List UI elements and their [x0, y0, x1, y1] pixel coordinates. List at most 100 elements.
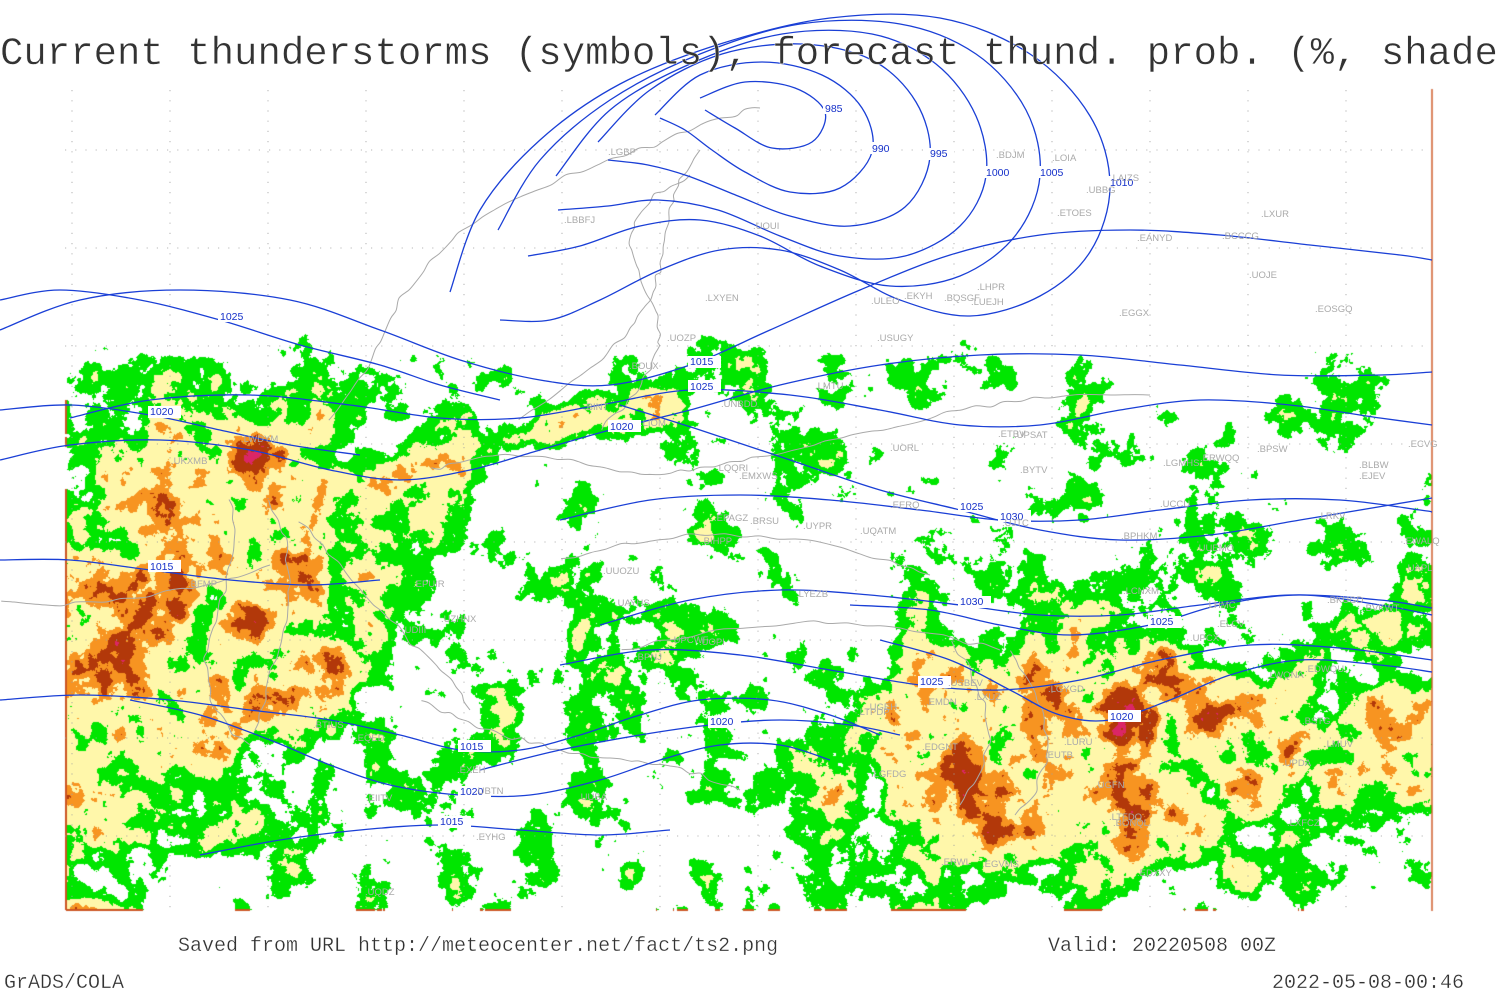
svg-text:1005: 1005 — [1040, 167, 1064, 179]
svg-text:.EPUIR: .EPUIR — [413, 579, 445, 590]
svg-text:.EPAGZ: .EPAGZ — [714, 513, 748, 524]
svg-text:.LBBFJ: .LBBFJ — [564, 215, 595, 226]
svg-text:985: 985 — [825, 103, 843, 115]
svg-text:.UORL: .UORL — [890, 443, 919, 454]
svg-text:1025: 1025 — [920, 676, 944, 688]
svg-text:.EYHG: .EYHG — [476, 832, 506, 843]
svg-text:.BSTG: .BSTG — [1302, 716, 1331, 727]
svg-text:1015: 1015 — [440, 816, 464, 828]
svg-text:.LOIA: .LOIA — [1052, 153, 1077, 164]
svg-text:.ELCV: .ELCV — [1217, 619, 1245, 630]
svg-text:.BKUGD: .BKUGD — [1327, 595, 1364, 606]
svg-text:.UQATM: .UQATM — [860, 526, 896, 537]
svg-text:1015: 1015 — [150, 561, 174, 573]
svg-text:.EXEH: .EXEH — [457, 765, 486, 776]
svg-text:.LUEJH: .LUEJH — [971, 297, 1004, 308]
svg-text:1025: 1025 — [960, 501, 984, 513]
svg-text:.UAPL: .UAPL — [1405, 563, 1432, 574]
svg-text:1015: 1015 — [690, 356, 714, 368]
svg-text:.UBBG: .UBBG — [1086, 185, 1116, 196]
svg-text:.UUEMO: .UUEMO — [1196, 543, 1234, 554]
svg-text:.BVKWT: .BVKWT — [1363, 603, 1400, 614]
svg-text:.EDXXY: .EDXXY — [1137, 868, 1173, 879]
svg-text:.UAYHS: .UAYHS — [615, 598, 650, 609]
svg-text:.UKXMB: .UKXMB — [171, 456, 207, 467]
svg-text:.ETOES: .ETOES — [1057, 208, 1092, 219]
svg-text:.UOJE: .UOJE — [1249, 270, 1277, 281]
svg-text:.LHMC: .LHMC — [1206, 600, 1236, 611]
svg-text:.UOZP: .UOZP — [667, 333, 696, 344]
svg-text:1020: 1020 — [1110, 711, 1134, 723]
svg-text:.BOUX: .BOUX — [629, 361, 659, 372]
svg-text:.LAIZS: .LAIZS — [1110, 173, 1139, 184]
svg-text:.UNBDD: .UNBDD — [721, 399, 758, 410]
svg-text:.BDJM: .BDJM — [996, 150, 1025, 161]
svg-text:.BPHKM: .BPHKM — [1121, 531, 1158, 542]
svg-text:.EGGX: .EGGX — [1119, 308, 1150, 319]
svg-text:.LXUZ: .LXUZ — [974, 692, 1001, 703]
svg-text:.UCCU: .UCCU — [1160, 499, 1190, 510]
svg-text:.BPSW: .BPSW — [1257, 444, 1288, 455]
svg-text:.UPDA: .UPDA — [1282, 758, 1312, 769]
svg-text:.ECVG: .ECVG — [1408, 439, 1438, 450]
svg-text:.BYTV: .BYTV — [1020, 465, 1048, 476]
svg-text:1015: 1015 — [460, 741, 484, 753]
svg-text:.EDGNT: .EDGNT — [922, 742, 958, 753]
svg-text:.USBEV: .USBEV — [948, 678, 984, 689]
svg-text:.UDIII: .UDIII — [402, 625, 426, 636]
svg-text:.BFMP: .BFMP — [188, 579, 217, 590]
svg-text:.EQED: .EQED — [355, 733, 385, 744]
svg-text:.UZHNX: .UZHNX — [441, 614, 477, 625]
svg-text:.LXYEN: .LXYEN — [705, 293, 739, 304]
svg-text:.LGYGD: .LGYGD — [1048, 684, 1084, 695]
svg-text:.EKYH: .EKYH — [904, 291, 933, 302]
svg-text:.LURU: .LURU — [1064, 737, 1093, 748]
svg-text:.LCNXM: .LCNXM — [1123, 586, 1159, 597]
svg-text:.LXFCZ: .LXFCZ — [1287, 818, 1320, 829]
svg-text:.UUOZU: .UUOZU — [603, 566, 640, 577]
svg-text:.EJEV: .EJEV — [1359, 471, 1386, 482]
svg-text:.EMDN: .EMDN — [926, 697, 957, 708]
svg-text:.BIHPP: .BIHPP — [701, 536, 732, 547]
svg-text:.LWDYM: .LWDYM — [241, 434, 278, 445]
svg-text:.BTIUS: .BTIUS — [313, 720, 344, 731]
svg-text:.UPCWF: .UPCWF — [671, 635, 709, 646]
svg-text:.EWALQ: .EWALQ — [1403, 536, 1440, 547]
svg-text:.UUBA: .UUBA — [578, 792, 608, 803]
svg-text:.LIOM: .LIOM — [640, 418, 666, 429]
svg-text:1000: 1000 — [986, 167, 1010, 179]
svg-text:.LTFDQ: .LTFDQ — [1109, 812, 1142, 823]
svg-text:.BRSU: .BRSU — [750, 516, 779, 527]
svg-text:.ULEO: .ULEO — [871, 296, 900, 307]
svg-text:.LMTU: .LMTU — [815, 381, 844, 392]
svg-text:.LMUV: .LMUV — [1324, 739, 1354, 750]
svg-text:1025: 1025 — [220, 311, 244, 323]
svg-text:.LGBP: .LGBP — [608, 147, 636, 158]
svg-text:1020: 1020 — [150, 406, 174, 418]
svg-text:.LRKV: .LRKV — [1318, 511, 1346, 522]
svg-text:.EOSGQ: .EOSGQ — [1315, 304, 1352, 315]
svg-text:.LGMHS: .LGMHS — [1163, 458, 1199, 469]
svg-text:.UQDZ: .UQDZ — [365, 887, 395, 898]
svg-text:.EIITV: .EIITV — [366, 793, 393, 804]
svg-text:.BCCCG: .BCCCG — [1222, 231, 1259, 242]
svg-text:.UOUI: .UOUI — [753, 221, 779, 232]
svg-text:.UBTN: .UBTN — [475, 786, 504, 797]
svg-text:1020: 1020 — [610, 421, 634, 433]
svg-text:990: 990 — [872, 143, 890, 155]
svg-text:.LQQRI: .LQQRI — [716, 463, 748, 474]
svg-text:1020: 1020 — [710, 716, 734, 728]
svg-text:.ETBV: .ETBV — [998, 429, 1026, 440]
svg-text:.ERWL: .ERWL — [941, 857, 971, 868]
svg-text:.EERQ: .EERQ — [890, 500, 920, 511]
svg-text:.BPNJ: .BPNJ — [635, 652, 662, 663]
svg-text:.LGFDG: .LGFDG — [871, 769, 906, 780]
svg-text:1025: 1025 — [1150, 616, 1174, 628]
svg-text:.EUTB: .EUTB — [1045, 750, 1073, 761]
svg-text:.LYEZB: .LYEZB — [796, 589, 828, 600]
svg-text:.BLBW: .BLBW — [1359, 460, 1389, 471]
svg-text:.UJTC: .UJTC — [1002, 518, 1029, 529]
svg-text:1025: 1025 — [690, 381, 714, 393]
svg-text:.EDWQU: .EDWQU — [1305, 664, 1344, 675]
svg-text:1030: 1030 — [960, 596, 984, 608]
